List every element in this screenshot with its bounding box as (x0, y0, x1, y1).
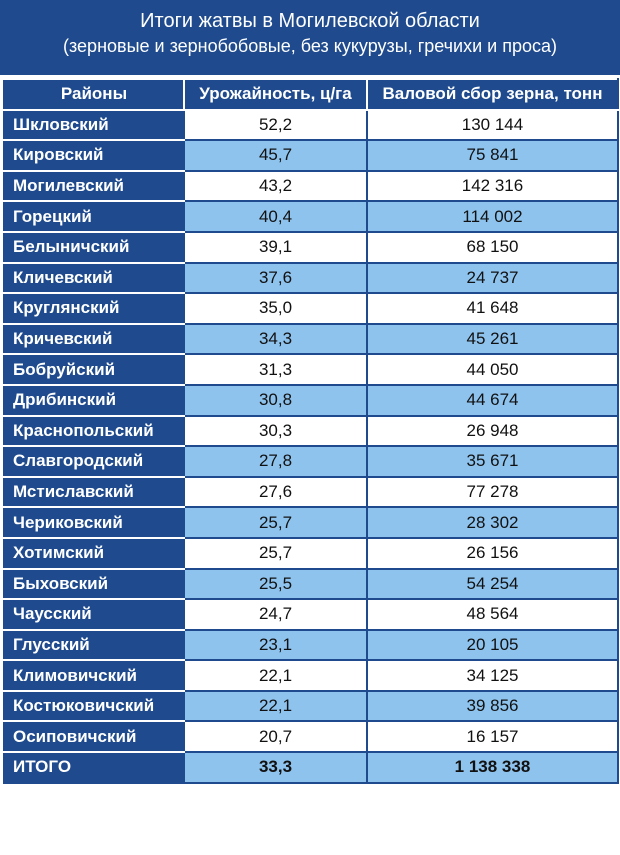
gross-harvest-cell: 24 737 (366, 261, 619, 295)
table-row: Могилевский 43,2 142 316 (3, 169, 619, 203)
gross-harvest-cell: 130 144 (366, 108, 619, 142)
column-header-gross-harvest: Валовой сбор зерна, тонн (366, 78, 619, 111)
district-name-cell: Шкловский (3, 108, 185, 142)
table-row: Осиповичский 20,7 16 157 (3, 720, 619, 754)
gross-harvest-cell: 114 002 (366, 200, 619, 233)
yield-cell: 52,2 (183, 108, 368, 142)
gross-harvest-cell: 39 856 (366, 689, 619, 723)
total-yield-cell: 33,3 (183, 751, 368, 784)
gross-harvest-cell: 48 564 (366, 598, 619, 631)
yield-cell: 22,1 (183, 689, 368, 723)
gross-harvest-cell: 44 050 (366, 353, 619, 386)
district-name-cell: Мстиславский (3, 475, 185, 509)
table-row: Чериковский 25,7 28 302 (3, 506, 619, 539)
yield-cell: 31,3 (183, 353, 368, 386)
district-name-cell: Горецкий (3, 200, 185, 233)
table-row: Белыничский 39,1 68 150 (3, 230, 619, 264)
yield-cell: 22,1 (183, 659, 368, 692)
title-bar: Итоги жатвы в Могилевской области (зерно… (0, 0, 620, 75)
yield-cell: 35,0 (183, 292, 368, 325)
table-row: Кличевский 37,6 24 737 (3, 261, 619, 295)
district-name-cell: Могилевский (3, 169, 185, 203)
gross-harvest-cell: 28 302 (366, 506, 619, 539)
gross-harvest-cell: 44 674 (366, 383, 619, 417)
yield-cell: 34,3 (183, 322, 368, 356)
yield-cell: 45,7 (183, 139, 368, 172)
district-name-cell: Кировский (3, 139, 185, 172)
district-name-cell: Костюковичский (3, 689, 185, 723)
yield-cell: 37,6 (183, 261, 368, 295)
harvest-table: Районы Урожайность, ц/га Валовой сбор зе… (3, 78, 619, 784)
gross-harvest-cell: 26 156 (366, 536, 619, 570)
gross-harvest-cell: 16 157 (366, 720, 619, 754)
yield-cell: 40,4 (183, 200, 368, 233)
district-name-cell: Белыничский (3, 230, 185, 264)
column-header-yield: Урожайность, ц/га (183, 78, 368, 111)
total-row: ИТОГО 33,3 1 138 338 (3, 751, 619, 784)
table-row: Климовичский 22,1 34 125 (3, 659, 619, 692)
table-row: Круглянский 35,0 41 648 (3, 292, 619, 325)
yield-cell: 27,8 (183, 445, 368, 478)
table-row: Хотимский 25,7 26 156 (3, 536, 619, 570)
district-name-cell: Хотимский (3, 536, 185, 570)
table-row: Костюковичский 22,1 39 856 (3, 689, 619, 723)
gross-harvest-cell: 34 125 (366, 659, 619, 692)
district-name-cell: Осиповичский (3, 720, 185, 754)
gross-harvest-cell: 26 948 (366, 414, 619, 448)
column-header-district: Районы (3, 78, 185, 111)
district-name-cell: Глусский (3, 628, 185, 662)
yield-cell: 23,1 (183, 628, 368, 662)
gross-harvest-cell: 68 150 (366, 230, 619, 264)
page-title: Итоги жатвы в Могилевской области (140, 10, 480, 32)
table-row: Бобруйский 31,3 44 050 (3, 353, 619, 386)
yield-cell: 25,7 (183, 536, 368, 570)
total-label-cell: ИТОГО (3, 751, 185, 784)
district-name-cell: Быховский (3, 567, 185, 601)
gross-harvest-cell: 142 316 (366, 169, 619, 203)
table-row: Кировский 45,7 75 841 (3, 139, 619, 172)
gross-harvest-cell: 77 278 (366, 475, 619, 509)
district-name-cell: Краснопольский (3, 414, 185, 448)
page-subtitle: (зерновые и зернобобовые, без кукурузы, … (63, 36, 557, 56)
yield-cell: 24,7 (183, 598, 368, 631)
yield-cell: 25,5 (183, 567, 368, 601)
yield-cell: 27,6 (183, 475, 368, 509)
gross-harvest-cell: 20 105 (366, 628, 619, 662)
table-row: Горецкий 40,4 114 002 (3, 200, 619, 233)
total-gross-harvest-cell: 1 138 338 (366, 751, 619, 784)
gross-harvest-cell: 35 671 (366, 445, 619, 478)
table-row: Славгородский 27,8 35 671 (3, 445, 619, 478)
district-name-cell: Кличевский (3, 261, 185, 295)
gross-harvest-cell: 41 648 (366, 292, 619, 325)
district-name-cell: Славгородский (3, 445, 185, 478)
district-name-cell: Дрибинский (3, 383, 185, 417)
table-row: Дрибинский 30,8 44 674 (3, 383, 619, 417)
district-name-cell: Климовичский (3, 659, 185, 692)
table-row: Кричевский 34,3 45 261 (3, 322, 619, 356)
table-body: Шкловский 52,2 130 144 Кировский 45,7 75 841 М… (3, 108, 619, 784)
table-row: Краснопольский 30,3 26 948 (3, 414, 619, 448)
yield-cell: 25,7 (183, 506, 368, 539)
table-row: Глусский 23,1 20 105 (3, 628, 619, 662)
table-row: Шкловский 52,2 130 144 (3, 108, 619, 142)
district-name-cell: Кричевский (3, 322, 185, 356)
district-name-cell: Чаусский (3, 598, 185, 631)
yield-cell: 43,2 (183, 169, 368, 203)
gross-harvest-cell: 45 261 (366, 322, 619, 356)
table-row: Быховский 25,5 54 254 (3, 567, 619, 601)
district-name-cell: Круглянский (3, 292, 185, 325)
gross-harvest-cell: 54 254 (366, 567, 619, 601)
yield-cell: 20,7 (183, 720, 368, 754)
yield-cell: 39,1 (183, 230, 368, 264)
yield-cell: 30,8 (183, 383, 368, 417)
district-name-cell: Бобруйский (3, 353, 185, 386)
gross-harvest-cell: 75 841 (366, 139, 619, 172)
yield-cell: 30,3 (183, 414, 368, 448)
table-row: Чаусский 24,7 48 564 (3, 598, 619, 631)
table-row: Мстиславский 27,6 77 278 (3, 475, 619, 509)
district-name-cell: Чериковский (3, 506, 185, 539)
table-header-row: Районы Урожайность, ц/га Валовой сбор зе… (3, 78, 619, 111)
